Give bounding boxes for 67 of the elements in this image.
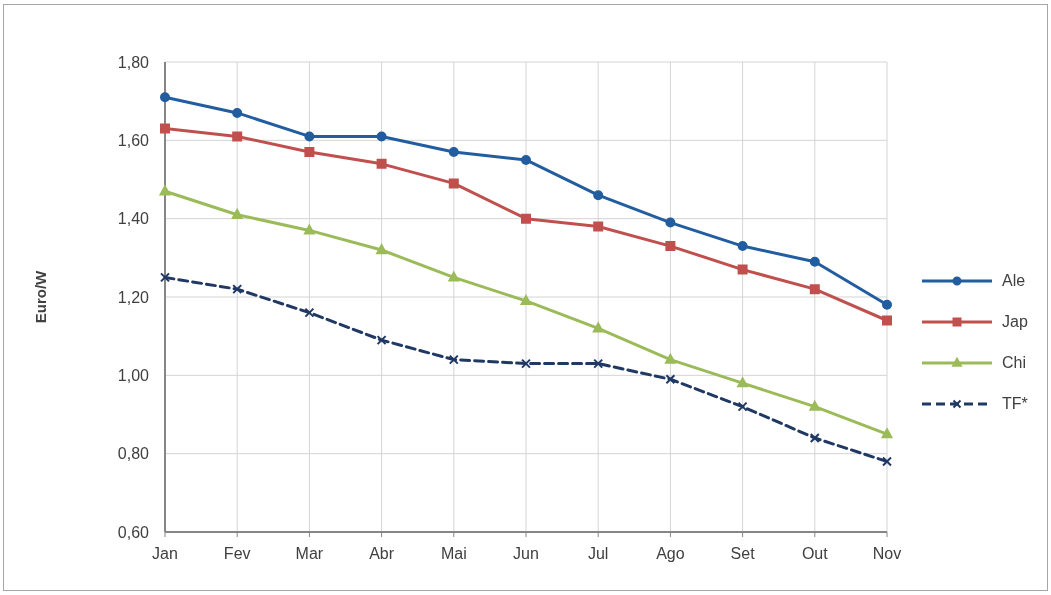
y-tick-label: 1,80 bbox=[117, 53, 150, 71]
x-tick-label: Mai bbox=[440, 545, 467, 563]
point bbox=[232, 131, 243, 142]
point bbox=[665, 217, 676, 228]
point bbox=[882, 456, 892, 467]
point bbox=[304, 131, 315, 142]
point bbox=[592, 322, 604, 333]
y-tick-label: 1,20 bbox=[117, 288, 150, 306]
point bbox=[160, 272, 170, 283]
point bbox=[809, 433, 820, 443]
point bbox=[882, 299, 892, 310]
y-tick-label: 1,40 bbox=[117, 210, 150, 228]
point bbox=[232, 107, 243, 118]
point bbox=[376, 158, 387, 169]
point bbox=[521, 213, 531, 224]
point bbox=[593, 190, 604, 201]
point bbox=[448, 271, 460, 282]
x-tick-label: Set bbox=[730, 545, 756, 563]
x-tick-label: Jan bbox=[152, 545, 178, 563]
point bbox=[159, 185, 171, 196]
x-tick-label: Jul bbox=[587, 545, 609, 563]
y-axis-title: Euro/W bbox=[32, 269, 50, 324]
x-tick-label: Fev bbox=[223, 545, 251, 563]
point bbox=[448, 354, 459, 365]
point bbox=[232, 284, 243, 295]
x-tick-label: Out bbox=[801, 545, 829, 563]
legend-label: Jap bbox=[1002, 312, 1028, 331]
point bbox=[737, 377, 748, 388]
y-tick-label: 0,60 bbox=[117, 523, 150, 541]
x-tick-label: Abr bbox=[369, 545, 395, 563]
y-tick-label: 1,00 bbox=[117, 367, 150, 385]
point bbox=[160, 92, 170, 103]
legend-label: Chi bbox=[1002, 353, 1027, 372]
point bbox=[665, 353, 676, 364]
point bbox=[376, 244, 387, 255]
point bbox=[809, 256, 820, 267]
legend-label: TF* bbox=[1002, 394, 1028, 413]
point bbox=[593, 221, 604, 232]
point bbox=[376, 335, 387, 346]
point bbox=[881, 428, 893, 439]
point bbox=[737, 264, 748, 275]
point bbox=[520, 295, 532, 306]
point bbox=[593, 358, 604, 369]
y-tick-label: 1,60 bbox=[117, 132, 150, 150]
y-tick-label: 0,80 bbox=[117, 445, 150, 463]
point bbox=[160, 123, 170, 134]
point bbox=[665, 374, 676, 385]
x-tick-label: Nov bbox=[872, 545, 902, 563]
point bbox=[304, 224, 315, 235]
point bbox=[448, 147, 459, 158]
point bbox=[737, 401, 748, 412]
x-tick-label: Ago bbox=[656, 545, 685, 563]
point bbox=[809, 284, 820, 295]
point bbox=[665, 241, 676, 252]
point bbox=[376, 131, 387, 142]
point bbox=[737, 241, 748, 252]
point bbox=[231, 208, 243, 219]
x-tick-label: Jun bbox=[513, 545, 539, 563]
point bbox=[882, 315, 892, 326]
point bbox=[809, 400, 821, 411]
point bbox=[521, 154, 531, 165]
point bbox=[521, 358, 531, 369]
x-tick-label: Mar bbox=[295, 545, 324, 563]
legend-label: Ale bbox=[1002, 271, 1026, 290]
point bbox=[448, 178, 459, 189]
point bbox=[304, 307, 315, 318]
point bbox=[304, 147, 315, 158]
